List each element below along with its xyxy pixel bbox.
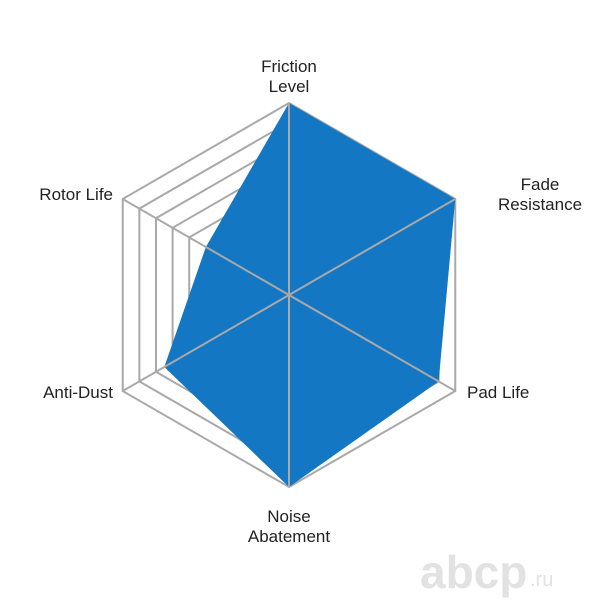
axis-label-line: Friction [261, 57, 317, 76]
axis-label-line: Abatement [248, 527, 330, 546]
series [164, 103, 456, 487]
axis-label-line: Pad Life [467, 383, 529, 402]
axis-spoke [122, 294, 290, 392]
axis-label: Rotor Life [39, 185, 113, 204]
axis-label-line: Rotor Life [39, 185, 113, 204]
axis-label-line: Level [269, 77, 310, 96]
axis-label: Fade Resistance [498, 175, 582, 214]
axis-label-line: Anti-Dust [43, 383, 113, 402]
watermark-suffix: .ru [530, 569, 553, 591]
watermark-main: abcp [420, 546, 527, 598]
axis-label: Friction Level [261, 57, 317, 96]
axis-label: Anti-Dust [43, 383, 113, 402]
axis-label: Pad Life [467, 383, 529, 402]
axis-labels: Friction Level Fade Resistance Pad Life Noise… [39, 57, 582, 546]
axis-label: Noise Abatement [248, 507, 330, 546]
axis-spoke [288, 294, 456, 392]
spokes [122, 103, 456, 487]
axis-spoke [122, 198, 290, 296]
axis-spoke [288, 198, 456, 296]
watermark: abcp .ru [420, 546, 553, 598]
axis-label-line: Noise [267, 507, 310, 526]
axis-label-line: Resistance [498, 195, 582, 214]
series-area [164, 103, 456, 487]
axis-label-line: Fade [521, 175, 560, 194]
